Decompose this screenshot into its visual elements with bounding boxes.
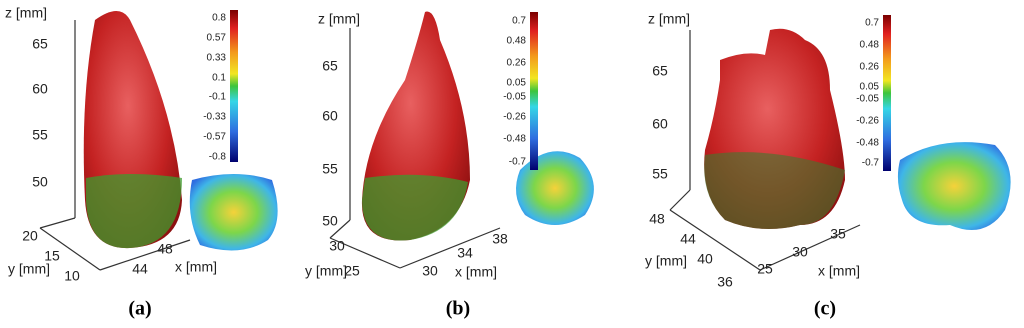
- y-axis-label: y [mm]: [8, 261, 50, 277]
- x-axis-label: x [mm]: [455, 264, 497, 280]
- colorbar-tick-label: 0.48: [860, 40, 880, 51]
- panel-b-render: [329, 11, 594, 269]
- y-tick-label: 25: [344, 263, 360, 279]
- z-axis-label: z [mm]: [318, 11, 360, 27]
- panel-caption: (c): [814, 298, 836, 320]
- x-axis-label: x [mm]: [175, 259, 217, 275]
- colorbar-tick-label: -0.48: [503, 134, 526, 145]
- y-axis-label: y [mm]: [305, 263, 347, 279]
- colorbar-tick-label: 0.05: [507, 78, 527, 89]
- colorbar-tick-label: 0.8: [212, 13, 226, 24]
- y-tick-label: 30: [329, 238, 345, 254]
- colorbar-tick-label: -0.48: [856, 138, 879, 149]
- z-tick-label: 55: [32, 127, 48, 143]
- colorbar-tick-label: 0.1: [212, 73, 226, 84]
- y-tick-label: 10: [64, 268, 80, 284]
- colorbar-tick-label: -0.8: [209, 152, 227, 163]
- z-tick-label: 65: [32, 36, 48, 52]
- colorbar-tick-label: 0.33: [207, 53, 227, 64]
- x-tick-label: 44: [132, 261, 148, 277]
- colorbar-tick-label: -0.26: [503, 112, 526, 123]
- colorbar-tick-label: -0.7: [862, 158, 880, 169]
- x-tick-label: 35: [830, 226, 846, 242]
- colorbar-tick-label: 0.7: [865, 18, 879, 29]
- panel-c-render: [669, 15, 1011, 271]
- colorbar-tick-label: -0.33: [203, 112, 226, 123]
- colorbar-tick-label: 0.7: [512, 16, 526, 27]
- colorbar-tick-label: 0.26: [860, 62, 880, 73]
- z-tick-label: 65: [322, 58, 338, 74]
- y-tick-label: 20: [22, 228, 38, 244]
- x-tick-label: 38: [492, 231, 508, 247]
- y-axis-label: y [mm]: [645, 253, 687, 269]
- colorbar-tick-label: 0.05: [860, 82, 880, 93]
- z-axis-label: z [mm]: [648, 11, 690, 27]
- colorbar-tick-label: 0.48: [507, 36, 527, 47]
- colorbar-tick-label: -0.05: [503, 92, 526, 103]
- colorbar-tick-label: -0.05: [856, 94, 879, 105]
- panel-caption: (b): [446, 298, 470, 320]
- z-tick-label: 55: [322, 161, 338, 177]
- colorbar-tick-label: 0.26: [507, 58, 527, 69]
- x-tick-label: 30: [422, 263, 438, 279]
- z-tick-label: 60: [32, 81, 48, 97]
- y-tick-label: 40: [697, 251, 713, 267]
- panel-caption: (a): [128, 298, 151, 320]
- colorbar-tick-label: -0.7: [509, 157, 527, 168]
- panel-a-render: [39, 10, 278, 271]
- colorbar-tick-label: -0.1: [209, 92, 227, 103]
- z-tick-label: 55: [652, 166, 668, 182]
- colorbar-tick-label: 0.57: [207, 33, 227, 44]
- colorbar-tick-label: -0.26: [856, 116, 879, 127]
- z-tick-label: 60: [322, 108, 338, 124]
- y-tick-label: 44: [680, 231, 696, 247]
- z-tick-label: 65: [652, 63, 668, 79]
- z-axis-label: z [mm]: [5, 5, 47, 21]
- y-tick-label: 15: [44, 248, 60, 264]
- colorbar-tick-label: -0.57: [203, 132, 226, 143]
- y-tick-label: 48: [649, 211, 665, 227]
- x-tick-label: 34: [457, 245, 473, 261]
- z-tick-label: 60: [652, 116, 668, 132]
- x-tick-label: 48: [157, 241, 173, 257]
- z-tick-label: 50: [322, 213, 338, 229]
- x-tick-label: 30: [792, 244, 808, 260]
- x-tick-label: 25: [757, 261, 773, 277]
- y-tick-label: 36: [717, 274, 733, 290]
- z-tick-label: 50: [32, 174, 48, 190]
- x-axis-label: x [mm]: [818, 263, 860, 279]
